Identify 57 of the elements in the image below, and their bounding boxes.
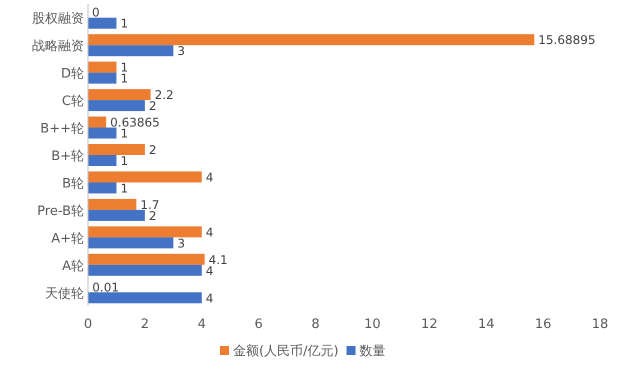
data-label: 0 bbox=[92, 6, 100, 20]
data-label: 0.01 bbox=[92, 280, 120, 294]
data-label: 4 bbox=[206, 170, 214, 184]
bar bbox=[88, 292, 202, 304]
y-tick-label: 股权融资 bbox=[32, 12, 84, 27]
data-label: 15.68895 bbox=[538, 33, 596, 48]
y-tick-label: 天使轮 bbox=[45, 286, 84, 302]
x-tick-label: 14 bbox=[478, 317, 494, 332]
bar bbox=[88, 144, 145, 155]
y-tick-label: 战略融资 bbox=[32, 39, 84, 54]
bar bbox=[88, 198, 136, 210]
bar bbox=[88, 100, 145, 112]
bar bbox=[88, 128, 116, 139]
data-label: 4 bbox=[206, 225, 214, 240]
data-label: 2 bbox=[148, 99, 157, 114]
x-tick-label: 16 bbox=[534, 317, 552, 332]
data-label: 3 bbox=[177, 236, 185, 250]
bar bbox=[88, 72, 116, 84]
x-tick-label: 0 bbox=[84, 317, 92, 332]
bar bbox=[88, 210, 145, 221]
bar bbox=[88, 264, 202, 276]
bar bbox=[88, 237, 174, 248]
bar bbox=[88, 116, 106, 128]
bar bbox=[88, 182, 116, 194]
y-tick-label: C轮 bbox=[62, 94, 84, 110]
y-tick-label: A+轮 bbox=[51, 231, 84, 246]
bar bbox=[88, 155, 116, 166]
y-tick-label: A轮 bbox=[62, 258, 84, 274]
y-tick-label: D轮 bbox=[60, 66, 84, 82]
bar bbox=[88, 18, 116, 29]
bar bbox=[88, 34, 534, 46]
data-label: 1 bbox=[120, 154, 128, 168]
x-tick-label: 6 bbox=[254, 317, 263, 332]
legend-label: 金额(人民币/亿元) bbox=[233, 344, 339, 359]
bar bbox=[88, 89, 151, 100]
x-tick-label: 18 bbox=[592, 317, 608, 332]
y-tick-label: B++轮 bbox=[40, 122, 84, 137]
bar bbox=[88, 226, 202, 238]
data-label: 1 bbox=[120, 16, 128, 31]
data-label: 3 bbox=[177, 44, 185, 58]
y-tick-label: B+轮 bbox=[51, 149, 84, 164]
data-label: 2.2 bbox=[154, 88, 174, 102]
bar bbox=[88, 254, 205, 265]
x-tick-label: 8 bbox=[311, 317, 320, 332]
y-tick-label: Pre-B轮 bbox=[37, 204, 84, 219]
x-tick-label: 2 bbox=[140, 317, 150, 332]
bar bbox=[88, 171, 202, 182]
data-label: 2 bbox=[148, 143, 157, 157]
y-tick-label: B轮 bbox=[62, 176, 84, 192]
data-label: 1 bbox=[120, 181, 128, 196]
x-tick-label: 12 bbox=[421, 317, 438, 332]
bar bbox=[88, 62, 116, 73]
data-label: 4 bbox=[206, 291, 214, 306]
x-tick-label: 10 bbox=[364, 317, 381, 332]
x-tick-label: 4 bbox=[198, 317, 206, 332]
legend-label: 数量 bbox=[360, 344, 386, 359]
bar bbox=[88, 45, 174, 56]
